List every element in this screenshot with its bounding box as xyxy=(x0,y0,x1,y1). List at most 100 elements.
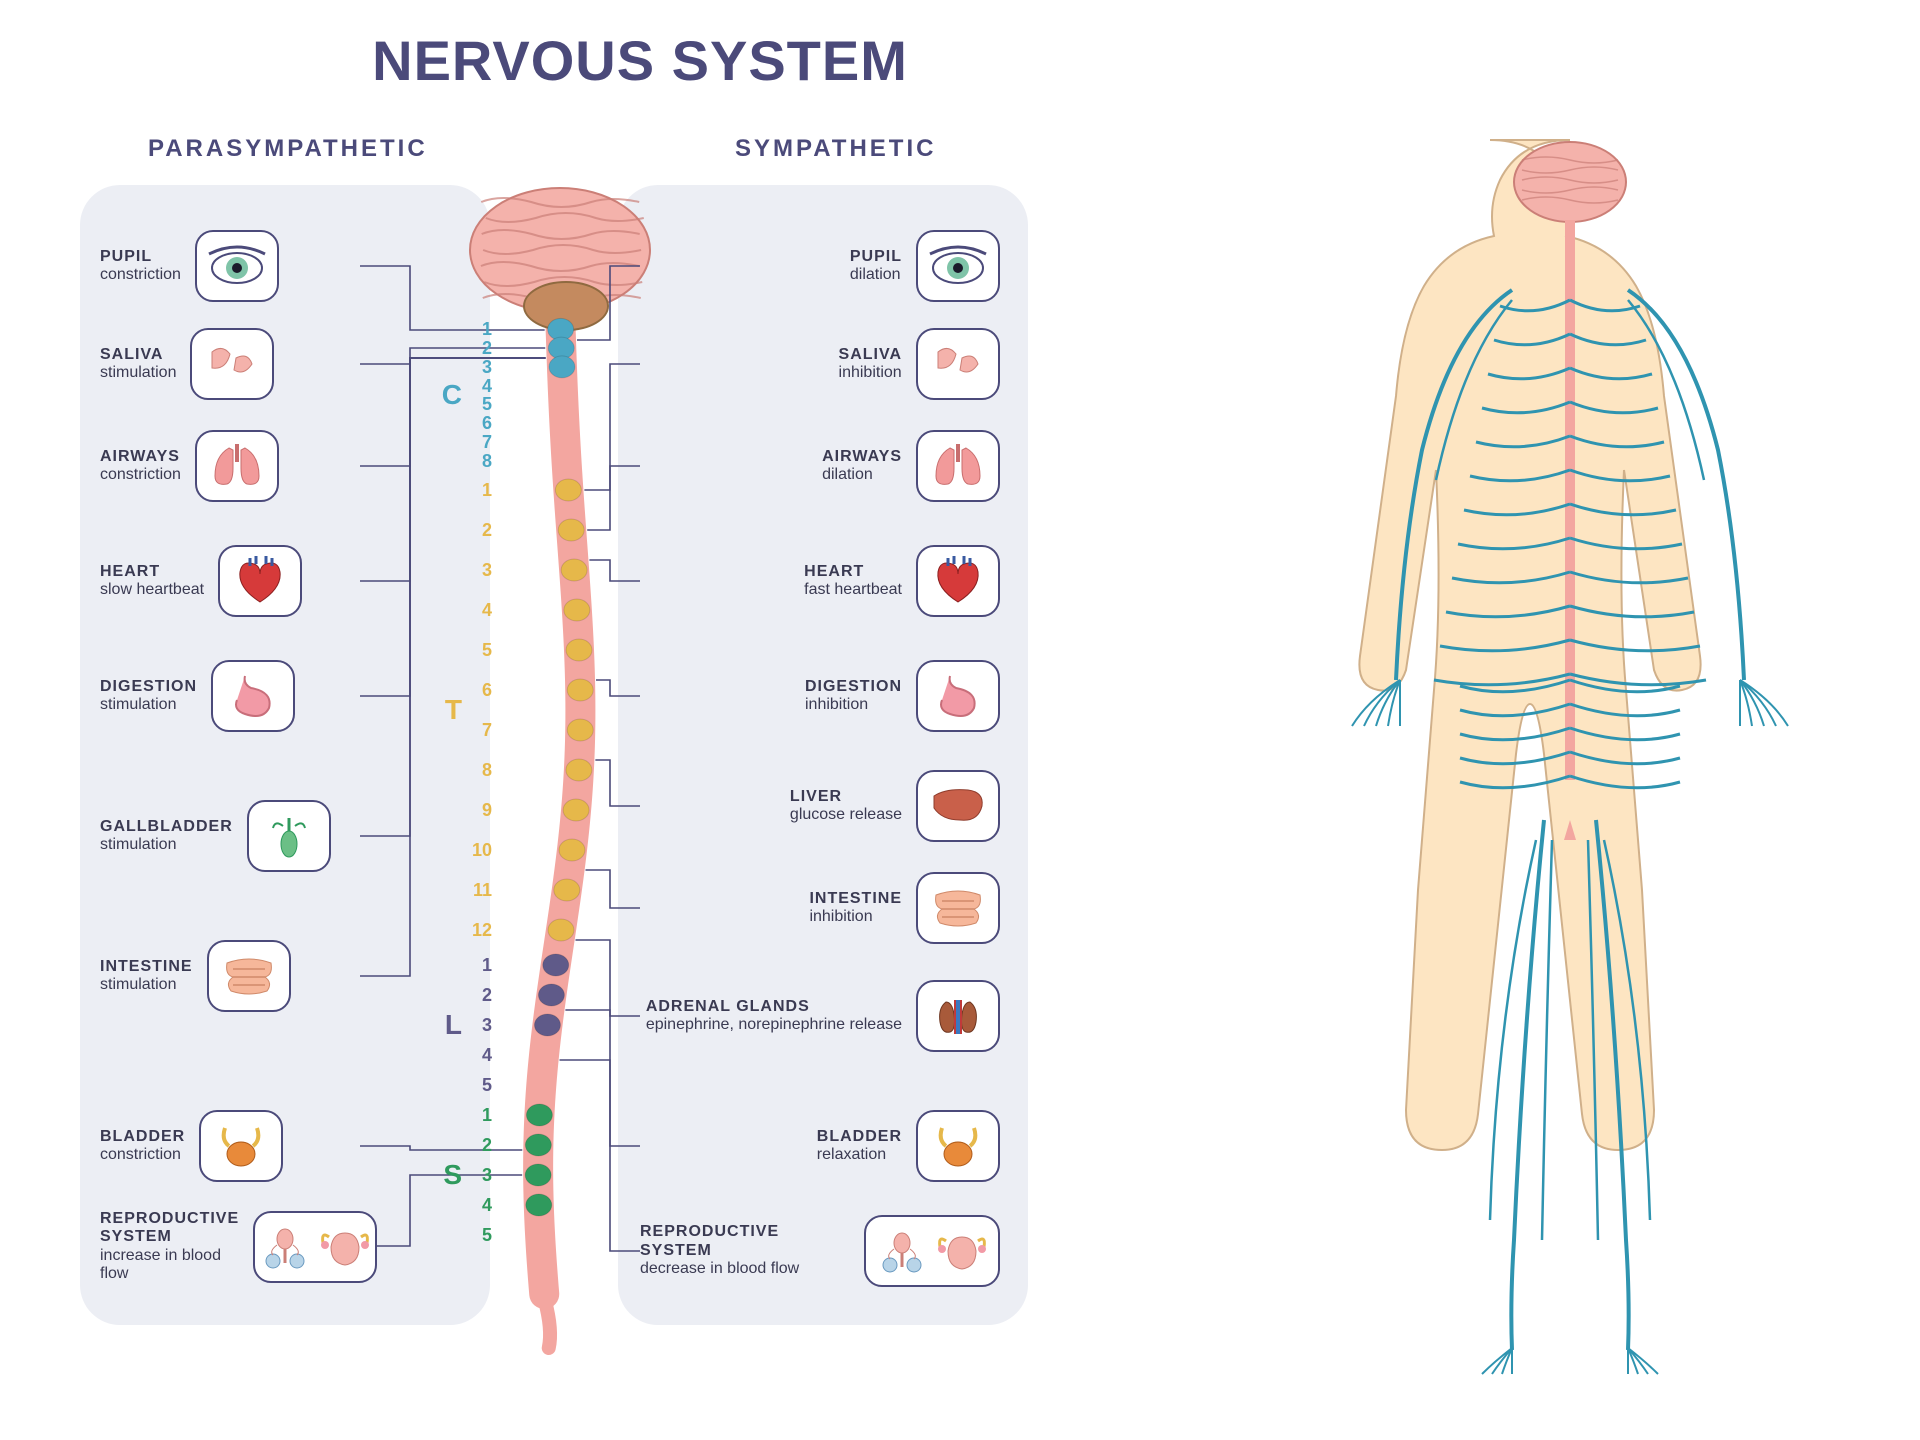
organ-name: DIGESTION xyxy=(100,678,197,696)
repro-icon xyxy=(253,1211,377,1283)
card-text: GALLBLADDERstimulation xyxy=(100,818,233,855)
organ-name: SALIVA xyxy=(100,346,176,364)
card-text: DIGESTIONstimulation xyxy=(100,678,197,715)
card-text: REPRODUCTIVE SYSTEMincrease in blood flo… xyxy=(100,1210,239,1284)
segment-letter-C: C xyxy=(432,379,462,411)
vertebra-T6: 6 xyxy=(466,680,492,701)
segment-letter-L: L xyxy=(432,1009,462,1041)
card-text: BLADDERconstriction xyxy=(100,1128,185,1165)
effect-text: inhibition xyxy=(809,908,902,926)
gallbladder-icon xyxy=(247,800,331,872)
card-text: SALIVAstimulation xyxy=(100,346,176,383)
liver-icon xyxy=(916,770,1000,842)
vertebra-C8: 8 xyxy=(466,451,492,472)
effect-text: increase in blood flow xyxy=(100,1247,239,1284)
vertebra-S5: 5 xyxy=(466,1225,492,1246)
symp-liver-card: LIVERglucose release xyxy=(640,770,1000,842)
lungs-icon xyxy=(916,430,1000,502)
vertebra-L2: 2 xyxy=(466,985,492,1006)
bladder-icon xyxy=(916,1110,1000,1182)
eye-icon xyxy=(195,230,279,302)
vertebra-T11: 11 xyxy=(466,880,492,901)
organ-name: AIRWAYS xyxy=(100,448,181,466)
para-intestine-card: INTESTINEstimulation xyxy=(100,940,370,1012)
card-text: BLADDERrelaxation xyxy=(817,1128,902,1165)
card-text: SALIVAinhibition xyxy=(839,346,902,383)
organ-name: HEART xyxy=(804,563,902,581)
intestine-icon xyxy=(207,940,291,1012)
vertebra-T5: 5 xyxy=(466,640,492,661)
effect-text: stimulation xyxy=(100,696,197,714)
vertebra-S3: 3 xyxy=(466,1165,492,1186)
para-stomach-card: DIGESTIONstimulation xyxy=(100,660,370,732)
vertebra-T9: 9 xyxy=(466,800,492,821)
organ-name: GALLBLADDER xyxy=(100,818,233,836)
card-text: REPRODUCTIVE SYSTEMdecrease in blood flo… xyxy=(640,1223,850,1278)
stomach-icon xyxy=(211,660,295,732)
card-text: PUPILconstriction xyxy=(100,248,181,285)
effect-text: fast heartbeat xyxy=(804,581,902,599)
vertebra-L3: 3 xyxy=(466,1015,492,1036)
adrenal-icon xyxy=(916,980,1000,1052)
vertebra-T2: 2 xyxy=(466,520,492,541)
lungs-icon xyxy=(195,430,279,502)
card-text: PUPILdilation xyxy=(850,248,902,285)
organ-name: BLADDER xyxy=(817,1128,902,1146)
vertebra-T7: 7 xyxy=(466,720,492,741)
vertebra-T3: 3 xyxy=(466,560,492,581)
organ-name: DIGESTION xyxy=(805,678,902,696)
organ-name: ADRENAL GLANDS xyxy=(646,998,902,1016)
organ-name: BLADDER xyxy=(100,1128,185,1146)
vertebra-T8: 8 xyxy=(466,760,492,781)
body-nervous-figure xyxy=(1290,120,1850,1380)
vertebra-L1: 1 xyxy=(466,955,492,976)
organ-name: AIRWAYS xyxy=(822,448,902,466)
card-text: INTESTINEstimulation xyxy=(100,958,193,995)
effect-text: inhibition xyxy=(839,364,902,382)
symp-repro-card: REPRODUCTIVE SYSTEMdecrease in blood flo… xyxy=(640,1215,1000,1287)
eye-icon xyxy=(916,230,1000,302)
vertebra-T12: 12 xyxy=(466,920,492,941)
effect-text: dilation xyxy=(822,466,902,484)
heart-icon xyxy=(218,545,302,617)
vertebra-T4: 4 xyxy=(466,600,492,621)
card-text: LIVERglucose release xyxy=(790,788,902,825)
card-text: AIRWAYSdilation xyxy=(822,448,902,485)
organ-name: INTESTINE xyxy=(809,890,902,908)
effect-text: stimulation xyxy=(100,976,193,994)
effect-text: stimulation xyxy=(100,836,233,854)
effect-text: epinephrine, norepinephrine release xyxy=(646,1016,902,1034)
symp-bladder-card: BLADDERrelaxation xyxy=(640,1110,1000,1182)
effect-text: decrease in blood flow xyxy=(640,1260,850,1278)
page-title: NERVOUS SYSTEM xyxy=(0,28,1280,93)
para-gland-card: SALIVAstimulation xyxy=(100,328,370,400)
symp-heart-card: HEARTfast heartbeat xyxy=(640,545,1000,617)
para-eye-card: PUPILconstriction xyxy=(100,230,370,302)
symp-adrenal-card: ADRENAL GLANDSepinephrine, norepinephrin… xyxy=(640,980,1000,1052)
symp-lungs-card: AIRWAYSdilation xyxy=(640,430,1000,502)
para-lungs-card: AIRWAYSconstriction xyxy=(100,430,370,502)
symp-gland-card: SALIVAinhibition xyxy=(640,328,1000,400)
heart-icon xyxy=(916,545,1000,617)
stomach-icon xyxy=(916,660,1000,732)
organ-name: PUPIL xyxy=(850,248,902,266)
effect-text: constriction xyxy=(100,466,181,484)
vertebra-L5: 5 xyxy=(466,1075,492,1096)
parasympathetic-heading: PARASYMPATHETIC xyxy=(148,135,428,163)
segment-letter-T: T xyxy=(432,694,462,726)
effect-text: slow heartbeat xyxy=(100,581,204,599)
intestine-icon xyxy=(916,872,1000,944)
para-gallbladder-card: GALLBLADDERstimulation xyxy=(100,800,370,872)
effect-text: constriction xyxy=(100,1146,185,1164)
vertebra-T1: 1 xyxy=(466,480,492,501)
card-text: INTESTINEinhibition xyxy=(809,890,902,927)
vertebra-S4: 4 xyxy=(466,1195,492,1216)
gland-icon xyxy=(916,328,1000,400)
effect-text: inhibition xyxy=(805,696,902,714)
sympathetic-heading: SYMPATHETIC xyxy=(735,135,936,163)
segment-letter-S: S xyxy=(432,1159,462,1191)
vertebra-S1: 1 xyxy=(466,1105,492,1126)
repro-icon xyxy=(864,1215,1000,1287)
organ-name: REPRODUCTIVE SYSTEM xyxy=(640,1223,850,1260)
effect-text: dilation xyxy=(850,266,902,284)
